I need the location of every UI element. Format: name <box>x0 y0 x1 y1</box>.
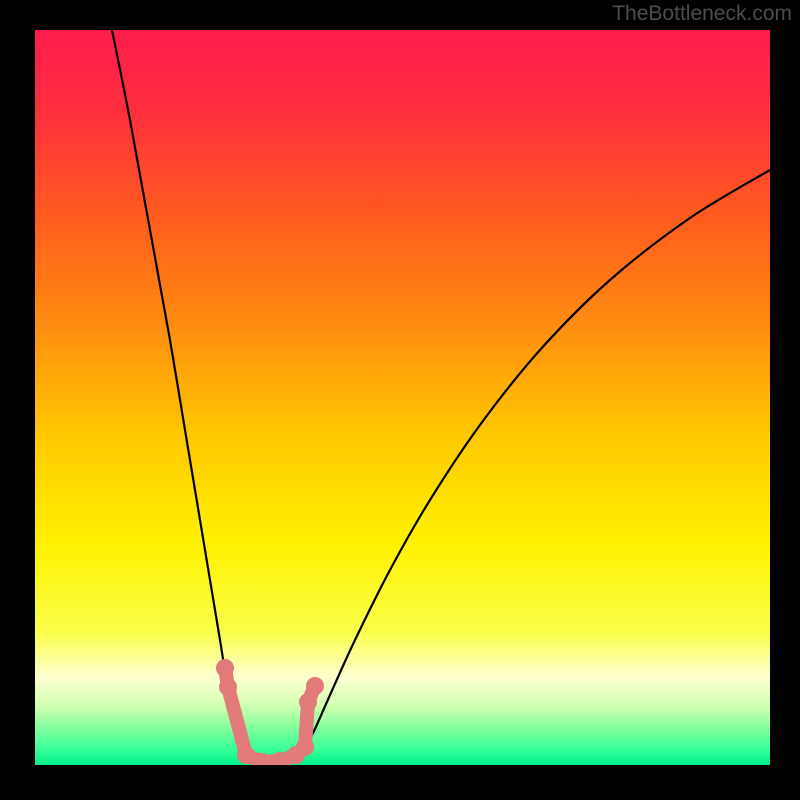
bottleneck-curve-chart <box>0 0 800 800</box>
data-marker <box>306 677 324 695</box>
data-marker <box>216 659 234 677</box>
data-marker <box>219 678 237 696</box>
watermark-text: TheBottleneck.com <box>612 2 792 26</box>
chart-container: TheBottleneck.com <box>0 0 800 800</box>
data-marker <box>299 693 317 711</box>
data-marker <box>237 746 255 764</box>
data-marker <box>296 738 314 756</box>
